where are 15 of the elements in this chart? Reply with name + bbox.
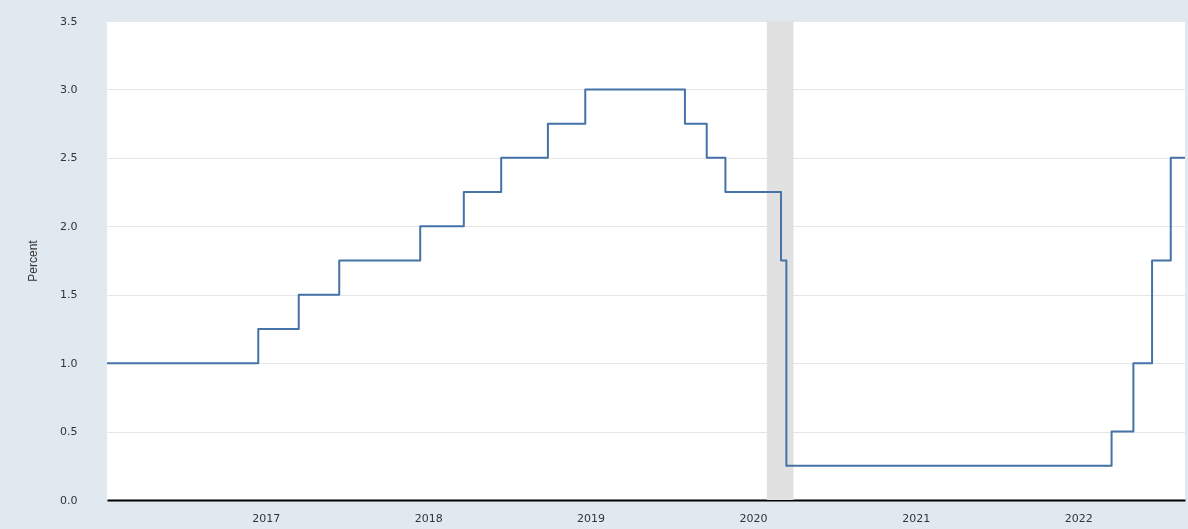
x-tick-label: 2021 <box>902 511 931 525</box>
x-tick-label: 2019 <box>577 511 606 525</box>
x-tick-label: 2018 <box>414 511 443 525</box>
y-tick-label: 1.5 <box>60 288 78 302</box>
y-tick-label: 3.0 <box>60 82 78 96</box>
y-tick-label: 2.0 <box>60 219 78 233</box>
y-axis-title: Percent <box>26 239 41 282</box>
y-tick-label: 2.5 <box>60 151 78 165</box>
y-tick-label: 0.0 <box>60 493 78 507</box>
y-tick-label: 0.5 <box>60 425 78 439</box>
x-tick-label: 2020 <box>739 511 768 525</box>
y-tick-label: 1.0 <box>60 356 78 370</box>
x-tick-label: 2017 <box>252 511 281 525</box>
x-tick-label: 2022 <box>1064 511 1093 525</box>
y-tick-label: 3.5 <box>60 14 78 28</box>
